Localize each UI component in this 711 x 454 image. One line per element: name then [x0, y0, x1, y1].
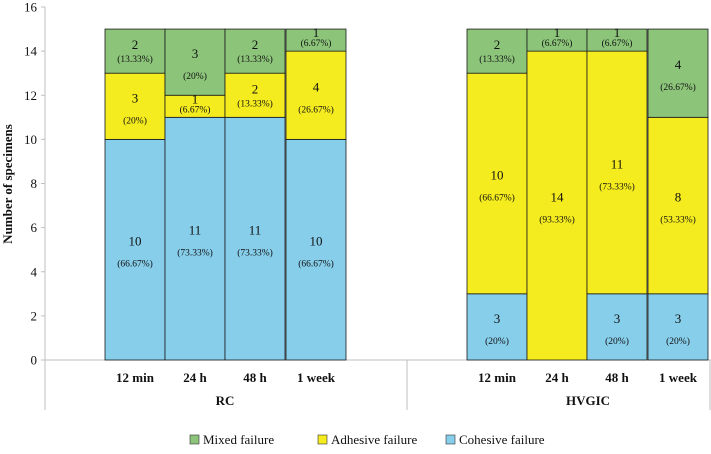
- bar-value-label: 1: [192, 91, 199, 106]
- bar-segment: [466, 28, 528, 74]
- bar-percent-label: (73.33%): [599, 181, 635, 192]
- bar-value-label: 1: [313, 25, 320, 40]
- bar-value-label: 11: [611, 156, 624, 171]
- bar-segment: [104, 138, 166, 361]
- y-tick-label: 0: [31, 353, 38, 368]
- y-tick-label: 8: [31, 176, 38, 191]
- bar-value-label: 10: [129, 234, 142, 249]
- legend-label: Adhesive failure: [331, 432, 418, 447]
- bar-segment: [647, 293, 709, 361]
- y-tick-label: 10: [24, 132, 37, 147]
- bar-percent-label: (13.33%): [237, 98, 273, 109]
- bar-value-label: 2: [252, 37, 259, 52]
- bar-value-label: 4: [313, 79, 320, 94]
- bar-value-label: 2: [252, 81, 259, 96]
- bar-percent-label: (20%): [485, 336, 509, 347]
- bar-percent-label: (73.33%): [177, 248, 213, 259]
- x-tick-label: 12 min: [478, 370, 517, 385]
- legend-swatch: [445, 434, 456, 445]
- group-label: HVGIC: [566, 393, 610, 408]
- bar-value-label: 11: [249, 223, 262, 238]
- bar-segment: [647, 28, 709, 118]
- bar-segment: [164, 28, 226, 96]
- legend: Mixed failure Adhesive failure Cohesive fa…: [189, 432, 545, 447]
- bar-percent-label: (93.33%): [539, 215, 575, 226]
- bar-percent-label: (6.67%): [301, 38, 332, 49]
- x-tick-label: 12 min: [116, 370, 155, 385]
- bar-percent-label: (73.33%): [237, 248, 273, 259]
- group-label: RC: [216, 393, 235, 408]
- y-tick-label: 2: [31, 308, 38, 323]
- x-tick-label: 1 week: [297, 370, 336, 385]
- legend-label: Cohesive failure: [459, 432, 545, 447]
- bar-value-label: 3: [192, 46, 199, 61]
- bar-percent-label: (53.33%): [660, 215, 696, 226]
- bar-value-label: 2: [132, 37, 139, 52]
- bar-segment: [586, 28, 648, 52]
- bar-segment: [285, 138, 347, 361]
- bar-percent-label: (20%): [183, 71, 207, 82]
- y-tick-label: 16: [24, 0, 38, 15]
- bar-segment: [104, 28, 166, 74]
- bar-value-label: 1: [554, 25, 561, 40]
- bar-labels: 10(66.67%)3(20%)2(13.33%)11(73.33%)1(6.6…: [117, 25, 696, 347]
- bar-percent-label: (20%): [605, 336, 629, 347]
- bar-percent-label: (66.67%): [479, 193, 515, 204]
- bar-segment: [466, 293, 528, 361]
- bar-value-label: 2: [494, 37, 501, 52]
- y-tick-label: 14: [24, 44, 38, 59]
- y-tick-label: 6: [31, 220, 38, 235]
- bar-percent-label: (13.33%): [479, 54, 515, 65]
- bar-value-label: 3: [614, 311, 621, 326]
- bar-value-label: 1: [614, 25, 621, 40]
- bar-segment: [647, 116, 709, 295]
- x-tick-label: 48 h: [605, 370, 629, 385]
- bar-value-label: 3: [675, 311, 682, 326]
- bar-percent-label: (6.67%): [542, 38, 573, 49]
- bar-value-label: 3: [494, 311, 501, 326]
- x-tick-label: 24 h: [183, 370, 207, 385]
- bar-segment: [285, 50, 347, 140]
- legend-swatch: [189, 434, 200, 445]
- bar-value-label: 10: [491, 168, 504, 183]
- bar-percent-label: (26.67%): [298, 104, 334, 115]
- bar-value-label: 11: [189, 223, 202, 238]
- x-tick-label: 48 h: [243, 370, 267, 385]
- bar-value-label: 14: [551, 190, 565, 205]
- x-tick-label: 24 h: [545, 370, 569, 385]
- bar-segment: [285, 28, 347, 52]
- bar-value-label: 8: [675, 190, 682, 205]
- legend-swatch: [317, 434, 328, 445]
- x-axis: 12 min 24 h 48 h 1 week 12 min 24 h 48 h 1 week…: [44, 360, 711, 410]
- bar-segment: [104, 72, 166, 140]
- bar-segment: [526, 50, 588, 361]
- bar-segment: [224, 116, 286, 361]
- bar-segment: [586, 50, 648, 295]
- y-tick-label: 4: [31, 264, 38, 279]
- bars: [104, 28, 709, 361]
- bar-segment: [164, 116, 226, 361]
- bar-segment: [224, 72, 286, 118]
- bar-percent-label: (13.33%): [117, 54, 153, 65]
- bar-percent-label: (20%): [123, 115, 147, 126]
- bar-percent-label: (66.67%): [117, 259, 153, 270]
- y-tick-label: 12: [24, 88, 37, 103]
- bar-segment: [224, 28, 286, 74]
- bar-segment: [586, 293, 648, 361]
- bar-value-label: 10: [310, 234, 323, 249]
- y-axis-label: Number of specimens: [0, 124, 15, 244]
- bar-percent-label: (26.67%): [660, 82, 696, 93]
- bar-percent-label: (13.33%): [237, 54, 273, 65]
- bar-percent-label: (66.67%): [298, 259, 334, 270]
- legend-label: Mixed failure: [203, 432, 274, 447]
- bar-percent-label: (20%): [666, 336, 690, 347]
- bar-percent-label: (6.67%): [602, 38, 633, 49]
- bar-value-label: 4: [675, 57, 682, 72]
- bar-value-label: 3: [132, 90, 139, 105]
- bar-percent-label: (6.67%): [180, 104, 211, 115]
- bar-segment: [466, 72, 528, 295]
- x-tick-label: 1 week: [659, 370, 698, 385]
